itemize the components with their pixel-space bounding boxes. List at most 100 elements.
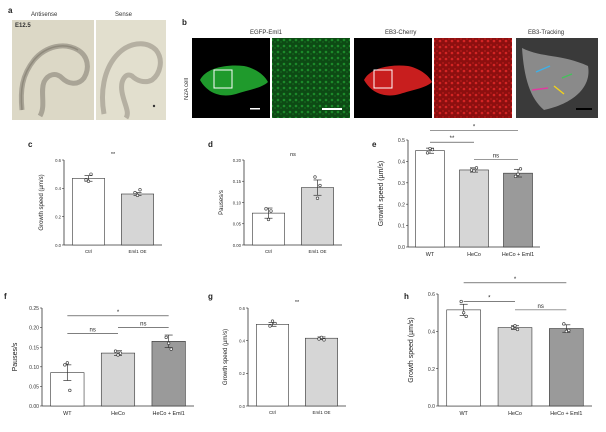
y-tick-label: 0.4 bbox=[239, 338, 246, 343]
data-point bbox=[516, 172, 520, 176]
significance-label: ns bbox=[89, 327, 95, 333]
data-point bbox=[266, 217, 271, 222]
y-tick-label: 0.00 bbox=[233, 243, 242, 248]
panel-letter-h: h bbox=[404, 292, 409, 301]
bar bbox=[549, 328, 584, 407]
y-tick-label: 0.2 bbox=[55, 214, 62, 219]
category-label: WT bbox=[459, 411, 468, 417]
data-point bbox=[425, 151, 430, 155]
bar bbox=[256, 324, 289, 407]
y-tick-label: 0.4 bbox=[428, 329, 435, 335]
y-axis-label: Growth speed (µm/s) bbox=[378, 161, 385, 227]
data-point bbox=[167, 341, 171, 345]
bar bbox=[459, 169, 489, 248]
chart-panel-e: 0.0 0.1 0.2 0.3 0.4 0.5 Growth speed (µm/s) WT H… bbox=[378, 124, 540, 258]
significance-label: * bbox=[514, 277, 517, 283]
y-tick-label: 0.05 bbox=[233, 222, 242, 227]
panel-letter-d: d bbox=[208, 140, 213, 149]
y-tick-label: 0.10 bbox=[233, 200, 242, 205]
antisense-label: Antisense bbox=[31, 12, 58, 18]
data-point bbox=[264, 207, 268, 211]
significance-label: ** bbox=[295, 300, 300, 306]
y-tick-label: 0.2 bbox=[428, 367, 435, 373]
data-point bbox=[474, 166, 479, 170]
data-point bbox=[138, 188, 142, 192]
category-label: Ctrl bbox=[265, 249, 272, 254]
significance-label: ns bbox=[290, 152, 296, 158]
data-point bbox=[319, 335, 324, 340]
y-axis-label: Growth speed (µm/s) bbox=[223, 329, 229, 385]
y-tick-label: 0.4 bbox=[398, 160, 405, 166]
data-point bbox=[513, 174, 518, 178]
n2a-cell-label: N2A cell bbox=[184, 78, 190, 101]
category-label: Ctrl bbox=[269, 410, 276, 415]
data-point bbox=[116, 353, 120, 357]
bar bbox=[415, 150, 445, 248]
panel-letter-g: g bbox=[208, 292, 213, 301]
y-tick-label: 0.3 bbox=[398, 181, 405, 187]
bar bbox=[121, 193, 154, 246]
y-tick-label: 0.6 bbox=[428, 292, 435, 298]
y-tick-label: 0.00 bbox=[29, 404, 39, 410]
data-point bbox=[135, 193, 140, 198]
egfp-eml1-label: EGFP-Eml1 bbox=[250, 30, 283, 36]
bar bbox=[503, 172, 533, 248]
y-tick-label: 0.0 bbox=[239, 404, 246, 409]
data-point bbox=[515, 327, 520, 332]
significance-label: ** bbox=[450, 136, 455, 142]
significance-label: ns bbox=[140, 322, 146, 328]
data-point bbox=[313, 175, 317, 179]
data-point bbox=[270, 319, 275, 323]
y-tick-label: 0.2 bbox=[398, 202, 405, 208]
category-label: HeCo bbox=[508, 411, 522, 417]
category-label: HeCo + Eml1 bbox=[550, 411, 582, 417]
category-label: Eml1 OE bbox=[128, 249, 146, 254]
significance-label: * bbox=[473, 124, 476, 130]
category-label: HeCo bbox=[111, 411, 125, 417]
stage-label: E12.5 bbox=[15, 23, 31, 29]
data-point bbox=[562, 322, 566, 326]
data-point bbox=[113, 349, 118, 353]
data-point bbox=[65, 361, 69, 365]
bar bbox=[305, 337, 338, 407]
data-point bbox=[510, 325, 515, 330]
bar bbox=[301, 187, 334, 246]
data-point bbox=[86, 179, 91, 183]
data-point bbox=[273, 321, 277, 326]
data-point bbox=[518, 167, 523, 171]
sense-in-situ-image bbox=[96, 20, 166, 120]
y-tick-label: 0.4 bbox=[55, 186, 62, 191]
bar bbox=[72, 178, 105, 246]
data-point bbox=[315, 196, 320, 200]
data-point bbox=[68, 388, 72, 392]
data-point bbox=[164, 335, 168, 340]
chart-panel-g: 0.0 0.2 0.4 0.6 Growth speed (µm/s) Ctrl Eml1 … bbox=[223, 300, 346, 415]
significance-label: * bbox=[117, 310, 120, 316]
data-point bbox=[459, 299, 463, 304]
data-point bbox=[462, 311, 466, 315]
eb3-cherry-label: EB3-Cherry bbox=[385, 30, 417, 36]
y-tick-label: 0.15 bbox=[233, 179, 242, 184]
y-tick-label: 0.0 bbox=[428, 404, 435, 410]
category-label: HeCo bbox=[467, 252, 481, 258]
y-axis-label: Pauses/s bbox=[12, 342, 19, 371]
data-point bbox=[430, 148, 435, 152]
category-label: Eml1 OE bbox=[308, 249, 326, 254]
bar bbox=[497, 327, 533, 407]
eb3-tracking-label: EB3-Tracking bbox=[528, 30, 565, 36]
panel-letter-f: f bbox=[4, 292, 7, 301]
data-point bbox=[318, 183, 322, 188]
category-label: Eml1 OE bbox=[312, 410, 330, 415]
y-tick-label: 0.6 bbox=[55, 158, 62, 163]
y-axis-label: Growth speed (µm/s) bbox=[408, 317, 415, 383]
panel-letter-c: c bbox=[28, 140, 33, 149]
y-tick-label: 0.5 bbox=[398, 138, 405, 144]
bar bbox=[100, 352, 136, 407]
panel-letter-e: e bbox=[372, 140, 377, 149]
chart-panel-f: 0.00 0.05 0.10 0.15 0.20 0.25 Pauses/s WT HeCo He… bbox=[12, 306, 194, 417]
bar bbox=[446, 309, 481, 407]
significance-label: ** bbox=[111, 152, 116, 158]
data-point bbox=[63, 363, 67, 367]
data-point bbox=[133, 190, 137, 195]
data-point bbox=[464, 314, 468, 319]
